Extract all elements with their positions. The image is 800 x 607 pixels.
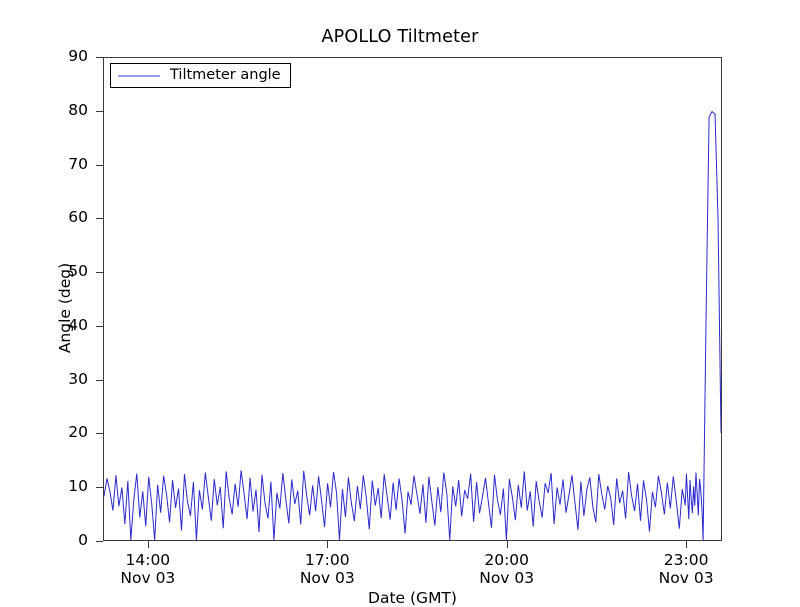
y-tick-label: 70 — [68, 154, 88, 173]
x-tick-time: 20:00 — [484, 551, 530, 569]
x-tick-label: 23:00 Nov 03 — [616, 551, 756, 587]
x-tick-mark — [506, 541, 508, 548]
series-line-tiltmeter-angle — [104, 112, 721, 540]
x-tick-time: 23:00 — [663, 551, 709, 569]
y-tick-mark — [96, 57, 103, 58]
y-tick-mark — [96, 325, 103, 327]
y-tick-label: 10 — [68, 477, 88, 496]
y-tick-label: 20 — [68, 423, 88, 442]
legend-label-tiltmeter-angle: Tiltmeter angle — [170, 67, 281, 84]
x-tick-label: 14:00 Nov 03 — [78, 551, 218, 587]
y-tick-mark — [96, 379, 103, 381]
x-tick-date: Nov 03 — [479, 569, 535, 587]
y-tick-mark — [96, 541, 103, 542]
legend-swatch-tiltmeter-angle — [118, 74, 160, 77]
y-tick-mark — [96, 218, 103, 220]
x-tick-label: 20:00 Nov 03 — [437, 551, 577, 587]
x-axis-label: Date (GMT) — [368, 589, 457, 607]
y-tick-label: 40 — [68, 315, 88, 334]
legend: Tiltmeter angle — [110, 63, 291, 88]
x-tick-time: 14:00 — [125, 551, 171, 569]
y-tick-label: 0 — [78, 531, 88, 549]
series-canvas — [104, 58, 721, 540]
y-tick-mark — [96, 272, 103, 274]
y-tick-label: 90 — [68, 47, 88, 65]
y-tick-mark — [96, 433, 103, 435]
y-tick-label: 80 — [68, 100, 88, 119]
plot-area — [103, 57, 722, 541]
x-tick-mark — [686, 541, 688, 548]
x-tick-date: Nov 03 — [658, 569, 714, 587]
x-tick-time: 17:00 — [304, 551, 350, 569]
y-tick-label: 60 — [68, 208, 88, 227]
x-tick-date: Nov 03 — [120, 569, 176, 587]
x-tick-date: Nov 03 — [299, 569, 355, 587]
y-tick-mark — [96, 164, 103, 166]
x-tick-mark — [147, 541, 149, 548]
page-title: APOLLO Tiltmeter — [321, 27, 479, 47]
y-tick-label: 50 — [68, 262, 88, 281]
y-tick-label: 30 — [68, 369, 88, 388]
x-tick-mark — [327, 541, 329, 548]
y-tick-mark — [96, 487, 103, 489]
y-tick-mark — [96, 110, 103, 112]
x-tick-label: 17:00 Nov 03 — [257, 551, 397, 587]
